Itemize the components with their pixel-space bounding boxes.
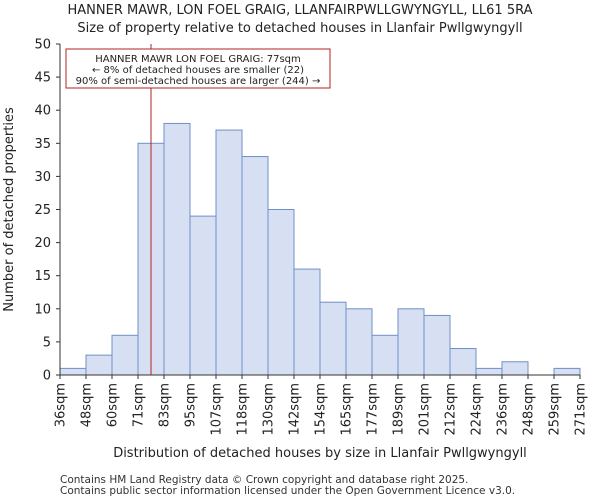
x-tick-label-107sqm: 107sqm	[210, 383, 225, 436]
x-tick-label-130sqm: 130sqm	[262, 383, 277, 436]
x-tick-label-71sqm: 71sqm	[132, 383, 147, 427]
x-tick-label-224sqm: 224sqm	[470, 383, 485, 436]
footer-copyright: Contains HM Land Registry data © Crown c…	[60, 474, 469, 486]
y-tick-label-20: 20	[34, 236, 51, 251]
bar-165sqm	[345, 308, 373, 376]
y-tick-label-30: 30	[34, 170, 51, 185]
bar-60sqm	[111, 334, 139, 376]
annotation-line-1: HANNER MAWR LON FOEL GRAIG: 77sqm	[95, 54, 301, 65]
x-tick-label-248sqm: 248sqm	[522, 383, 537, 436]
x-tick-label-165sqm: 165sqm	[340, 383, 355, 436]
bar-142sqm	[293, 268, 321, 376]
bar-48sqm	[85, 354, 113, 376]
bar-236sqm	[501, 361, 529, 376]
y-tick-label-40: 40	[34, 104, 51, 119]
bar-154sqm	[319, 301, 347, 376]
x-tick-label-154sqm: 154sqm	[314, 383, 329, 436]
y-tick-label-25: 25	[34, 203, 51, 218]
y-ticks-group: 0 5 10 15 20 25 30 35 40 45 50	[34, 38, 60, 384]
y-tick-label-5: 5	[43, 335, 51, 350]
bars-group	[59, 122, 581, 376]
x-tick-label-236sqm: 236sqm	[496, 383, 511, 436]
chart-title-address: HANNER MAWR, LON FOEL GRAIG, LLANFAIRPWL…	[67, 3, 533, 18]
bar-83sqm	[163, 122, 191, 376]
bar-201sqm	[423, 314, 451, 376]
x-tick-label-271sqm: 271sqm	[574, 383, 589, 436]
x-tick-label-95sqm: 95sqm	[184, 383, 199, 427]
x-tick-label-60sqm: 60sqm	[106, 383, 121, 427]
y-axis-label: Number of detached properties	[2, 107, 17, 312]
bar-107sqm	[215, 129, 243, 376]
bar-95sqm	[189, 215, 217, 376]
y-tick-label-10: 10	[34, 302, 51, 317]
bar-259sqm	[553, 367, 581, 376]
x-tick-label-259sqm: 259sqm	[548, 383, 563, 436]
annotation-border	[65, 48, 331, 89]
bar-189sqm	[397, 308, 425, 376]
bar-130sqm	[267, 209, 295, 376]
x-tick-label-189sqm: 189sqm	[392, 383, 407, 436]
x-tick-label-212sqm: 212sqm	[444, 383, 459, 436]
bar-212sqm	[449, 348, 477, 376]
x-tick-label-118sqm: 118sqm	[236, 383, 251, 436]
bar-118sqm	[241, 156, 269, 376]
x-tick-label-201sqm: 201sqm	[418, 383, 433, 436]
y-tick-label-50: 50	[34, 38, 51, 53]
annotation-box: HANNER MAWR LON FOEL GRAIG: 77sqm ← 8% o…	[65, 48, 331, 89]
chart-title-subtitle: Size of property relative to detached ho…	[77, 21, 523, 36]
x-axis-label: Distribution of detached houses by size …	[113, 446, 527, 461]
x-tick-label-83sqm: 83sqm	[158, 383, 173, 427]
y-tick-label-45: 45	[34, 71, 51, 86]
x-tick-label-48sqm: 48sqm	[80, 383, 95, 427]
bar-36sqm	[59, 367, 87, 376]
x-ticks-group: 36sqm 48sqm 60sqm 71sqm 83sqm 95sqm 107sqm 118s…	[54, 375, 589, 436]
bar-177sqm	[371, 334, 399, 376]
y-tick-label-15: 15	[34, 269, 51, 284]
annotation-line-2: ← 8% of detached houses are smaller (22)	[92, 65, 304, 76]
annotation-line-3: 90% of semi-detached houses are larger (…	[76, 76, 321, 87]
x-tick-label-142sqm: 142sqm	[288, 383, 303, 436]
footer-licence: Contains public sector information licen…	[60, 485, 516, 497]
bar-224sqm	[475, 367, 503, 376]
y-tick-label-0: 0	[43, 369, 51, 384]
y-tick-label-35: 35	[34, 137, 51, 152]
x-tick-label-177sqm: 177sqm	[366, 383, 381, 436]
x-tick-label-36sqm: 36sqm	[54, 383, 69, 427]
